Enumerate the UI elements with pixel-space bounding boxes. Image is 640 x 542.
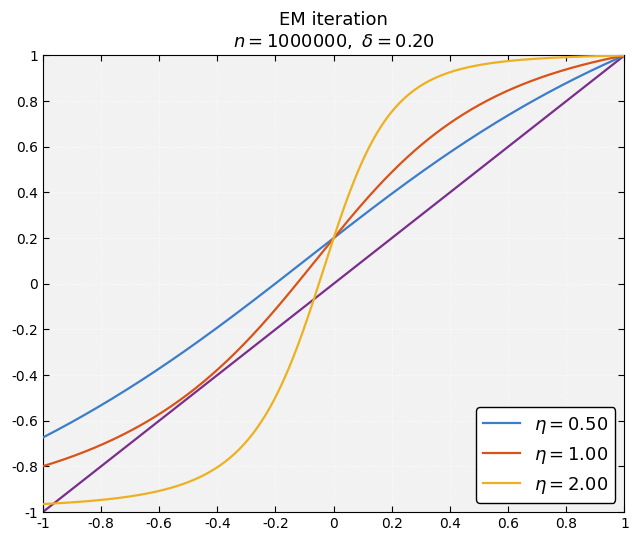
- Title: EM iteration
$n = 1000000,\ \delta = 0.20$: EM iteration $n = 1000000,\ \delta = 0.2…: [233, 11, 435, 51]
- Legend: $\eta = 0.50$, $\eta = 1.00$, $\eta = 2.00$: $\eta = 0.50$, $\eta = 1.00$, $\eta = 2.…: [476, 408, 616, 503]
